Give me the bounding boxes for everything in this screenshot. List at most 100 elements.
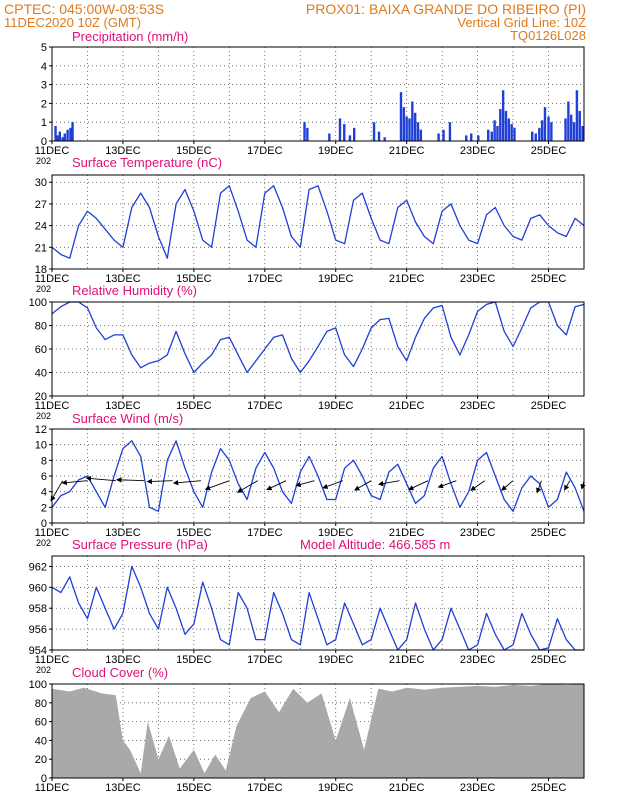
x-tick-label: 25DEC <box>531 273 567 285</box>
x-tick-label: 11DEC <box>35 654 70 666</box>
x-tick-label: 15DEC <box>176 527 212 539</box>
precip-bar <box>550 122 553 141</box>
wind-vector <box>50 480 64 502</box>
x-tick-label: 17DEC <box>247 273 283 285</box>
precip-bar <box>419 129 423 141</box>
wind-vector <box>501 480 514 491</box>
header-model-id: TQ0126L028 <box>510 28 586 43</box>
panel-title: Surface Pressure (hPa) <box>72 537 208 552</box>
x-tick-label: 11DEC <box>35 400 70 412</box>
y-tick-label: 60 <box>35 717 47 729</box>
y-tick-label: 10 <box>35 440 47 452</box>
precip-bar <box>56 135 59 141</box>
precip-bar <box>507 118 511 141</box>
x-tick-label: 21DEC <box>389 400 425 412</box>
precip-bar <box>572 122 576 141</box>
plot-frame <box>51 683 585 779</box>
wind-vector <box>236 480 258 493</box>
panel-3: 20 40 60 80 100 11DEC 13DEC 15DEC 17DEC 19DEC 21DE… <box>29 283 585 421</box>
x-tick-label: 25DEC <box>531 527 567 539</box>
x-tick-label: 25DEC <box>531 782 567 794</box>
x-tick-label: 11DEC <box>35 273 70 285</box>
precip-bar <box>377 131 381 141</box>
y-tick-label: 40 <box>35 735 47 747</box>
x-tick-label: 17DEC <box>247 782 283 794</box>
panel-title: Cloud Cover (%) <box>72 665 168 680</box>
header-location-code: CPTEC: 045:00W-08:53S <box>4 1 164 17</box>
x-tick-label: 17DEC <box>247 400 283 412</box>
panel-1: 0 1 2 3 4 5 11DEC 13DEC 15DEC 17DEC 19DEC 21DEC 23DE… <box>35 29 585 166</box>
x-tick-label: 15DEC <box>176 273 212 285</box>
y-tick-label: 20 <box>35 754 47 766</box>
plot-area <box>52 556 584 650</box>
panel-title: Surface Wind (m/s) <box>72 411 183 426</box>
wind-vector <box>204 480 230 491</box>
precip-bar <box>510 124 513 141</box>
x-tick-label: 13DEC <box>105 527 141 539</box>
y-tick-label: 8 <box>41 455 47 467</box>
precip-bar <box>411 101 414 141</box>
y-tick-label: 1 <box>41 117 47 129</box>
x-year-stub: 202 <box>36 538 51 548</box>
precip-bar <box>303 122 306 141</box>
y-tick-label: 27 <box>35 199 47 211</box>
panel-title: Surface Temperature (nC) <box>72 155 222 170</box>
y-tick-label: 40 <box>35 368 47 380</box>
x-tick-label: 19DEC <box>318 527 354 539</box>
y-tick-label: 6 <box>41 471 47 483</box>
y-tick-label: 958 <box>29 603 47 615</box>
y-tick-label: 2 <box>41 98 47 110</box>
x-tick-label: 23DEC <box>460 782 496 794</box>
y-tick-label: 12 <box>35 424 47 436</box>
x-tick-label: 17DEC <box>247 145 283 157</box>
x-tick-label: 21DEC <box>389 782 425 794</box>
wind-vector <box>85 475 116 482</box>
precip-bar <box>328 133 331 141</box>
precip-bar <box>570 114 573 141</box>
x-tick-label: 15DEC <box>176 782 212 794</box>
precip-bar <box>54 125 57 141</box>
x-tick-label: 21DEC <box>389 145 425 157</box>
precip-bar <box>581 125 584 141</box>
x-tick-label: 23DEC <box>460 145 496 157</box>
precip-bar <box>442 129 445 141</box>
wind-vector <box>470 480 485 491</box>
precip-bar <box>402 107 406 141</box>
precip-bar <box>383 137 386 141</box>
series-line <box>51 565 584 651</box>
header-station-name: PROX01: BAIXA GRANDE DO RIBEIRO (PI) <box>306 1 586 17</box>
wind-vector <box>322 480 343 489</box>
x-tick-label: 13DEC <box>105 273 141 285</box>
precip-bar <box>477 135 480 141</box>
y-tick-label: 30 <box>35 177 47 189</box>
wind-vector <box>172 479 201 486</box>
wind-vector <box>146 478 173 485</box>
plot-area <box>52 175 584 269</box>
x-tick-label: 13DEC <box>105 782 141 794</box>
y-tick-label: 5 <box>41 42 47 54</box>
y-tick-label: 3 <box>41 80 47 92</box>
precip-bar <box>578 110 581 141</box>
cloud-cover-area <box>52 684 584 778</box>
wind-vector <box>564 480 571 491</box>
precip-bar <box>343 124 346 141</box>
precip-bar <box>564 118 567 141</box>
precip-bar <box>372 122 376 141</box>
precip-bar <box>487 129 490 141</box>
y-tick-label: 0 <box>41 136 47 148</box>
precip-bar <box>348 135 352 141</box>
x-tick-label: 11DEC <box>35 145 70 157</box>
y-tick-label: 80 <box>35 698 47 710</box>
y-tick-label: 100 <box>29 679 47 691</box>
precip-bar <box>306 127 309 141</box>
precip-bar <box>352 127 356 141</box>
plot-frame <box>51 46 585 142</box>
x-tick-label: 13DEC <box>105 654 141 666</box>
precip-bar <box>58 131 62 141</box>
y-tick-label: 962 <box>29 561 47 573</box>
panel-2: 18 21 24 27 30 11DEC 13DEC 15DEC 17DEC 19DEC 21DEC… <box>35 155 585 294</box>
precip-bar <box>513 127 516 141</box>
x-tick-label: 21DEC <box>389 273 425 285</box>
x-tick-label: 15DEC <box>176 654 212 666</box>
wind-vector <box>408 480 429 491</box>
